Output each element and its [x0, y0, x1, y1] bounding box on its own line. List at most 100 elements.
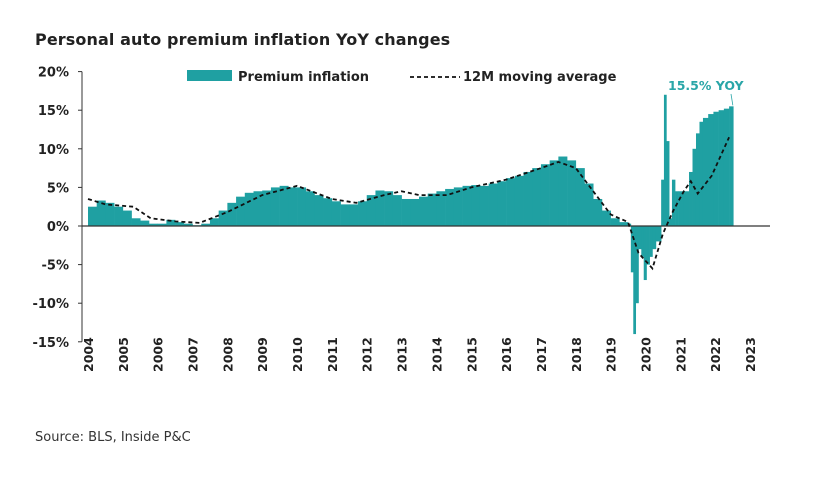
- premium-bar: [683, 191, 690, 226]
- x-tick-label: 2014: [429, 337, 444, 372]
- premium-bar: [718, 110, 725, 226]
- premium-bar: [669, 218, 673, 226]
- premium-bar: [131, 218, 141, 226]
- premium-bar: [663, 94, 667, 226]
- premium-bar: [540, 164, 550, 226]
- premium-bar: [445, 188, 455, 226]
- premium-bar: [358, 201, 368, 226]
- premium-bar: [619, 222, 629, 226]
- y-tick-label: 20%: [38, 66, 69, 81]
- premium-bar: [349, 204, 359, 226]
- y-tick-label: -10%: [32, 297, 69, 312]
- premium-bar: [183, 223, 193, 226]
- premium-bar: [633, 226, 637, 335]
- premium-bar: [288, 187, 298, 226]
- premium-bar: [689, 171, 693, 226]
- premium-bar: [262, 190, 272, 226]
- premium-bar: [671, 179, 676, 226]
- x-tick-label: 2021: [673, 337, 688, 372]
- legend-label-premium: Premium inflation: [238, 70, 369, 85]
- legend-label-ma: 12M moving average: [463, 70, 617, 85]
- premium-bar: [610, 218, 620, 226]
- premium-bar: [401, 198, 411, 226]
- x-tick-label: 2018: [569, 337, 584, 372]
- premium-bar: [384, 191, 394, 226]
- premium-bar: [453, 187, 463, 226]
- premium-bar: [723, 108, 730, 226]
- y-tick-label: 0%: [47, 220, 69, 235]
- annotation-label: 15.5% YOY: [668, 78, 745, 93]
- annotation-leader: [730, 93, 734, 106]
- premium-bar: [305, 191, 315, 226]
- premium-bar: [652, 226, 657, 250]
- premium-bar: [427, 193, 437, 226]
- premium-bar: [366, 195, 376, 226]
- premium-bar: [523, 171, 533, 226]
- x-tick-label: 2020: [638, 337, 653, 372]
- premium-bar: [227, 202, 237, 226]
- premium-bar: [532, 168, 542, 226]
- premium-bar: [675, 191, 679, 226]
- premium-bar: [593, 198, 603, 226]
- premium-bar: [641, 226, 645, 257]
- premium-bar: [471, 185, 481, 226]
- premium-bar: [201, 223, 211, 226]
- premium-bar: [96, 200, 106, 226]
- premium-bar: [567, 160, 577, 226]
- x-tick-label: 2005: [116, 337, 131, 372]
- premium-bar: [558, 156, 568, 226]
- x-tick-label: 2012: [360, 337, 375, 372]
- legend-swatch-premium: [187, 70, 232, 81]
- premium-bar: [514, 175, 524, 226]
- premium-bar: [314, 195, 324, 226]
- premium-bar: [236, 196, 246, 226]
- premium-bar: [253, 191, 263, 226]
- premium-bar: [270, 187, 280, 226]
- x-tick-label: 2022: [708, 337, 723, 372]
- x-tick-label: 2009: [255, 337, 270, 372]
- premium-bar: [575, 168, 585, 226]
- premium-bar: [392, 195, 402, 226]
- premium-bar: [462, 185, 472, 226]
- premium-bar: [340, 204, 350, 226]
- premium-bar: [506, 178, 516, 226]
- x-tick-label: 2017: [534, 337, 549, 372]
- y-tick-label: -5%: [42, 259, 69, 274]
- premium-bar: [635, 226, 639, 304]
- x-tick-label: 2013: [395, 337, 410, 372]
- x-tick-label: 2010: [290, 337, 305, 372]
- premium-bar: [419, 196, 429, 226]
- premium-bar: [157, 223, 167, 226]
- source-note: Source: BLS, Inside P&C: [35, 430, 191, 445]
- premium-bar: [638, 226, 642, 250]
- premium-bar: [729, 106, 734, 226]
- premium-bar: [244, 192, 254, 226]
- premium-bar: [708, 114, 714, 226]
- premium-bar: [678, 191, 685, 226]
- premium-bar: [436, 191, 446, 226]
- premium-bar: [323, 198, 333, 226]
- premium-bar: [661, 179, 665, 226]
- premium-bar: [497, 181, 507, 226]
- moving-average-line: [87, 136, 730, 271]
- premium-bar: [479, 185, 489, 226]
- x-tick-label: 2004: [81, 337, 96, 372]
- premium-bar: [649, 226, 653, 257]
- premium-bar: [584, 183, 594, 226]
- premium-bar: [148, 223, 158, 226]
- premium-bar: [699, 121, 704, 226]
- premium-bar: [88, 206, 98, 226]
- premium-bar: [646, 226, 650, 265]
- premium-bar: [218, 210, 228, 226]
- x-tick-label: 2008: [220, 337, 235, 372]
- premium-bar: [695, 133, 700, 226]
- premium-bar: [114, 206, 124, 226]
- y-tick-label: 10%: [38, 143, 69, 158]
- premium-bar: [175, 222, 185, 226]
- premium-bar: [410, 198, 420, 226]
- x-tick-label: 2016: [499, 337, 514, 372]
- premium-bar: [601, 210, 611, 226]
- premium-bar: [655, 226, 662, 242]
